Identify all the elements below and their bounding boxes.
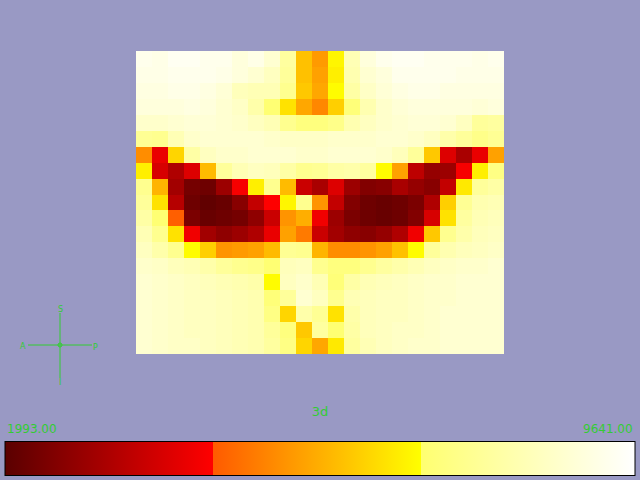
svg-text:3d: 3d <box>312 404 329 419</box>
svg-text:S: S <box>58 305 63 314</box>
svg-text:I: I <box>59 378 61 387</box>
svg-text:1993.00: 1993.00 <box>7 422 57 436</box>
svg-text:A: A <box>20 342 26 351</box>
svg-text:9641.00: 9641.00 <box>583 422 633 436</box>
svg-text:P: P <box>93 343 98 352</box>
